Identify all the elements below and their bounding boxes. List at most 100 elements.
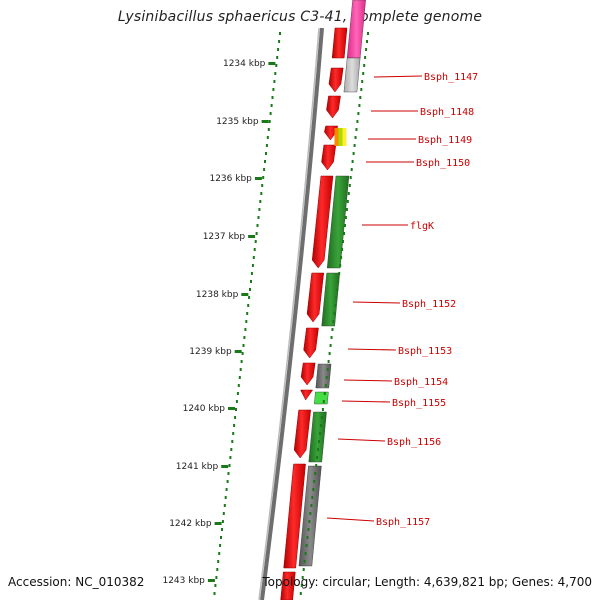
ruler-dot xyxy=(247,304,250,307)
gene-label-leaders xyxy=(326,75,423,522)
cog-colored-features xyxy=(298,0,366,567)
ruler-dot xyxy=(276,56,279,59)
track-dot xyxy=(304,552,307,555)
ruler-dot xyxy=(235,400,238,403)
track-dot xyxy=(323,392,326,395)
ruler-dot xyxy=(268,120,271,123)
forward-gene-arrow xyxy=(303,327,319,359)
gene-label: Bsph_1156 xyxy=(387,437,441,448)
ruler-dot xyxy=(263,168,266,171)
track-dot xyxy=(343,232,345,235)
track-dot xyxy=(360,88,363,91)
track-dot xyxy=(336,288,339,291)
track-dot xyxy=(354,136,357,139)
ruler-tick xyxy=(228,407,235,410)
track-dot xyxy=(317,448,320,451)
track-dot xyxy=(321,408,324,411)
ruler-dot xyxy=(264,160,266,163)
ruler-dot xyxy=(266,136,269,139)
track-dot xyxy=(315,464,318,467)
track-dot xyxy=(330,336,333,339)
track-dot xyxy=(319,432,321,435)
ruler-dot xyxy=(251,264,254,267)
forward-gene-arrow xyxy=(280,571,296,600)
cog-feature xyxy=(326,175,350,269)
track-dot xyxy=(329,344,332,347)
ruler-dot xyxy=(230,448,233,451)
ruler-dot xyxy=(250,280,252,283)
ruler-tick xyxy=(254,177,262,180)
cog-feature xyxy=(321,272,340,327)
ruler-dot xyxy=(250,272,253,275)
track-dot xyxy=(352,152,355,155)
track-dot xyxy=(308,520,311,523)
ruler-dot xyxy=(244,328,247,331)
genome-summary-text: Topology: circular; Length: 4,639,821 bp… xyxy=(262,575,592,589)
track-dot xyxy=(366,40,368,43)
leader-line xyxy=(326,517,375,522)
gene-label: Bsph_1157 xyxy=(376,517,430,528)
leader-line xyxy=(373,75,423,78)
track-dot xyxy=(313,480,316,483)
ruler-tick-label: 1236 kbp xyxy=(209,174,252,184)
map-title: Lysinibacillus sphaericus C3-41, complet… xyxy=(117,9,483,25)
track-dot xyxy=(342,240,344,243)
track-dot xyxy=(362,72,365,75)
track-dot xyxy=(305,544,308,547)
cog-feature xyxy=(343,57,361,93)
forward-gene-arrow xyxy=(293,409,311,459)
ruler-dot xyxy=(274,72,277,75)
forward-gene-arrow xyxy=(328,67,344,93)
forward-gene-arrow xyxy=(283,463,306,569)
ruler-tick-label: 1241 kbp xyxy=(176,462,219,472)
cog-feature xyxy=(334,128,339,146)
ruler-dot xyxy=(232,432,235,435)
track-dot xyxy=(338,272,341,275)
ruler-dot xyxy=(249,288,251,291)
track-dot xyxy=(348,184,351,187)
ruler-dot xyxy=(218,552,221,555)
ruler-dot xyxy=(226,480,229,483)
ruler-dot xyxy=(228,464,231,467)
ruler-dot xyxy=(246,312,249,315)
ruler-tick xyxy=(241,293,249,296)
track-dot xyxy=(350,168,353,171)
ruler-dot xyxy=(265,152,267,155)
gene-label: Bsph_1148 xyxy=(420,107,474,118)
forward-gene-arrow xyxy=(300,362,316,386)
forward-gene-arrow xyxy=(321,144,337,171)
ruler-dot xyxy=(229,456,232,459)
track-dot xyxy=(327,360,330,363)
track-dot xyxy=(303,560,306,563)
ruler-dot xyxy=(269,112,272,115)
ruler-dot xyxy=(242,344,245,347)
ruler-tick xyxy=(234,350,242,353)
forward-gene-arrow xyxy=(324,125,339,141)
ruler-dot xyxy=(236,392,239,395)
ruler-dot xyxy=(267,128,270,131)
ruler-dot xyxy=(273,80,276,83)
gene-label: Bsph_1147 xyxy=(424,72,478,83)
accession-text: Accession: NC_010382 xyxy=(8,575,145,589)
ruler-dot xyxy=(255,232,258,235)
ruler-tick-label: 1235 kbp xyxy=(216,117,259,127)
forward-gene-arrow xyxy=(306,272,325,323)
ruler-dot xyxy=(277,48,280,51)
ruler-dot xyxy=(223,504,226,507)
track-dot xyxy=(335,296,338,299)
track-dot xyxy=(311,496,314,499)
gene-label: Bsph_1153 xyxy=(398,346,452,357)
ruler-dot xyxy=(221,520,224,523)
track-dot xyxy=(306,536,309,539)
ruler-dot xyxy=(214,584,217,587)
ruler-dot xyxy=(260,192,263,195)
track-dot xyxy=(312,488,315,491)
track-dot xyxy=(331,328,334,331)
ruler-dot xyxy=(252,256,255,259)
ruler-tick-label: 1239 kbp xyxy=(189,347,232,357)
ruler-axis xyxy=(213,32,281,595)
gene-labels: Bsph_1147 Bsph_1148 Bsph_1149 Bsph_1150 flgK… xyxy=(376,72,478,528)
ruler-dot xyxy=(279,32,281,35)
track-dot xyxy=(334,304,337,307)
